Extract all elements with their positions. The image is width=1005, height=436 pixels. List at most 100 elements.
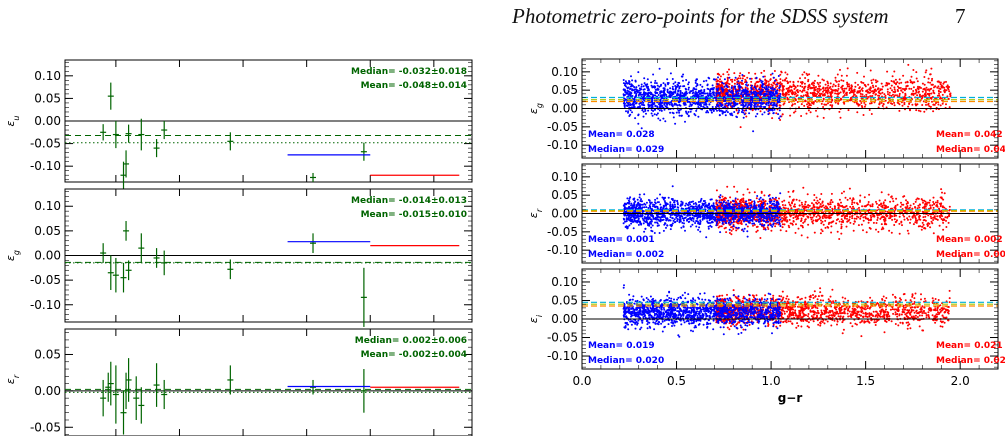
blue-point bbox=[756, 112, 759, 115]
red-point bbox=[867, 203, 870, 206]
red-point bbox=[904, 87, 907, 90]
blue-point bbox=[709, 90, 712, 93]
red-point bbox=[787, 81, 790, 84]
blue-point bbox=[763, 92, 766, 95]
blue-point bbox=[642, 115, 645, 118]
blue-point bbox=[666, 88, 669, 91]
y-tick-label: -0.10 bbox=[30, 159, 61, 173]
red-point bbox=[738, 74, 741, 77]
blue-point bbox=[673, 103, 676, 106]
red-point bbox=[835, 222, 838, 225]
blue-point bbox=[678, 114, 681, 117]
red-point bbox=[779, 119, 782, 121]
red-point bbox=[917, 109, 920, 112]
red-point bbox=[846, 81, 849, 84]
red-point bbox=[912, 69, 915, 71]
blue-point bbox=[750, 90, 753, 93]
red-point bbox=[813, 84, 815, 87]
red-point bbox=[903, 101, 906, 104]
blue-point bbox=[754, 115, 757, 118]
red-point bbox=[755, 85, 758, 88]
blue-point bbox=[757, 92, 760, 94]
red-point bbox=[914, 206, 916, 208]
red-point bbox=[948, 90, 951, 93]
red-point bbox=[938, 224, 941, 227]
red-point bbox=[807, 86, 810, 89]
red-point bbox=[892, 200, 895, 203]
red-point bbox=[890, 231, 893, 234]
red-point bbox=[813, 82, 816, 85]
red-point bbox=[941, 191, 943, 194]
red-point bbox=[780, 220, 783, 223]
blue-point bbox=[730, 102, 733, 105]
red-point bbox=[877, 98, 880, 101]
red-point bbox=[862, 229, 864, 232]
red-point bbox=[945, 103, 947, 106]
blue-point bbox=[707, 94, 710, 97]
red-point bbox=[740, 221, 743, 224]
blue-point bbox=[683, 85, 686, 88]
red-point bbox=[867, 201, 870, 203]
red-point bbox=[875, 81, 878, 84]
red-point bbox=[763, 194, 766, 197]
blue-point bbox=[628, 83, 631, 86]
red-point bbox=[788, 86, 790, 89]
red-point bbox=[781, 89, 784, 92]
red-point bbox=[822, 223, 825, 226]
red-point bbox=[751, 109, 754, 112]
blue-point bbox=[652, 110, 655, 112]
red-point bbox=[746, 225, 749, 228]
red-point bbox=[866, 91, 869, 94]
red-point bbox=[794, 110, 797, 113]
red-point bbox=[816, 87, 819, 90]
blue-point bbox=[762, 75, 765, 78]
red-point bbox=[838, 110, 841, 113]
blue-point bbox=[687, 88, 690, 91]
red-point bbox=[863, 95, 866, 98]
blue-point bbox=[656, 112, 659, 115]
blue-median-annotation: Median= 0.029 bbox=[588, 145, 664, 155]
red-point bbox=[849, 98, 852, 100]
red-point bbox=[907, 63, 910, 66]
red-point bbox=[844, 215, 847, 218]
red-point bbox=[937, 80, 940, 83]
blue-point bbox=[679, 104, 682, 107]
red-point bbox=[914, 217, 917, 220]
blue-point bbox=[706, 92, 709, 95]
red-point bbox=[932, 91, 935, 94]
blue-point bbox=[692, 87, 695, 90]
red-point bbox=[792, 85, 795, 87]
blue-point bbox=[658, 85, 661, 88]
red-point bbox=[860, 81, 863, 84]
red-point bbox=[837, 102, 840, 105]
red-point bbox=[868, 193, 871, 196]
red-point bbox=[801, 205, 804, 208]
blue-point bbox=[639, 105, 641, 108]
red-point bbox=[919, 110, 922, 113]
red-point bbox=[916, 103, 919, 106]
blue-point bbox=[725, 102, 728, 105]
red-point bbox=[748, 191, 751, 194]
red-point bbox=[831, 210, 834, 212]
red-point bbox=[800, 115, 803, 117]
red-point bbox=[874, 93, 877, 96]
red-point bbox=[794, 231, 797, 234]
red-point bbox=[806, 193, 809, 196]
red-point bbox=[768, 106, 771, 109]
blue-mean-annotation: Mean= 0.028 bbox=[588, 130, 655, 140]
red-point bbox=[923, 83, 926, 86]
blue-point bbox=[705, 79, 708, 82]
red-point bbox=[716, 79, 719, 82]
blue-point bbox=[756, 195, 759, 197]
red-point bbox=[876, 206, 879, 209]
blue-point bbox=[745, 81, 748, 84]
red-point bbox=[930, 79, 933, 82]
blue-point bbox=[669, 111, 672, 114]
red-point bbox=[930, 217, 933, 220]
blue-point bbox=[629, 103, 632, 106]
red-point bbox=[839, 116, 842, 119]
red-point bbox=[921, 82, 924, 85]
red-point bbox=[808, 104, 811, 107]
blue-point bbox=[738, 109, 741, 112]
blue-point bbox=[718, 110, 721, 112]
